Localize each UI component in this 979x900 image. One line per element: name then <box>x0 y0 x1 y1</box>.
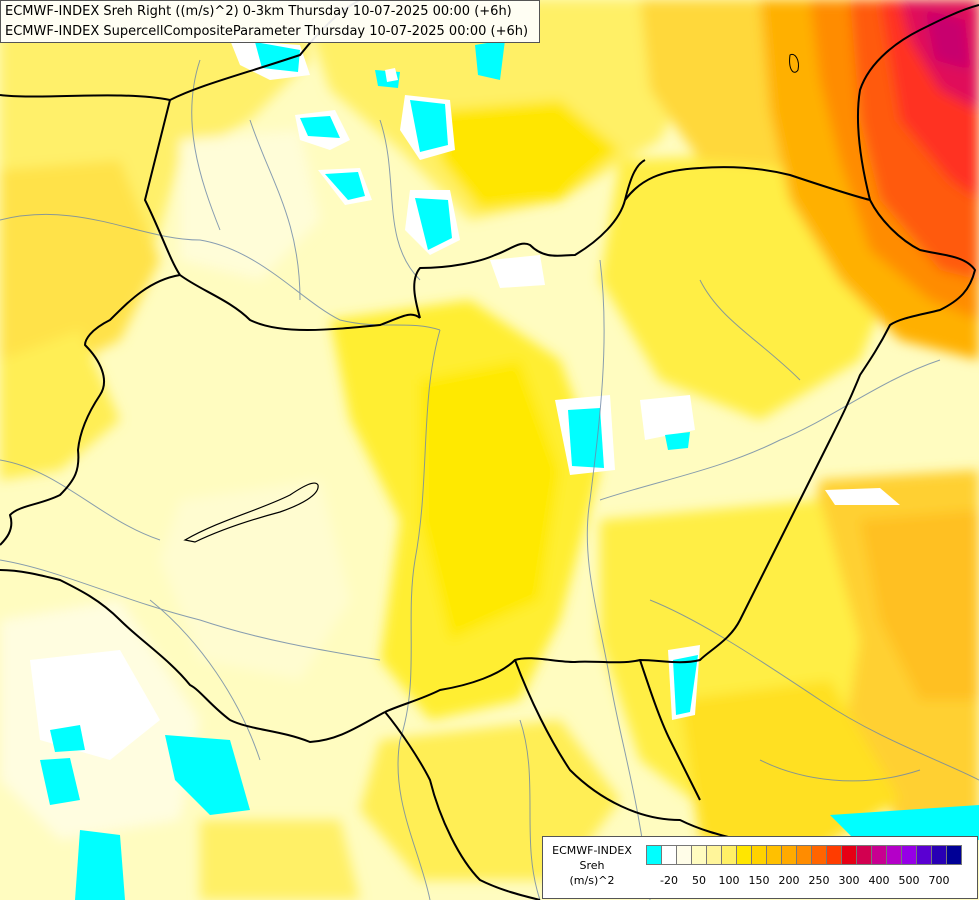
legend-swatch <box>781 845 797 865</box>
legend-swatches <box>646 845 962 865</box>
legend-label: ECMWF-INDEX Sreh (m/s)^2 <box>543 843 641 888</box>
legend-swatch <box>676 845 692 865</box>
legend-unit: (m/s)^2 <box>569 874 615 887</box>
legend-ticks: -20 50 100 150 200 250 300 400 500 700 <box>646 874 972 888</box>
negative-patches <box>30 40 979 900</box>
legend-tick-label: 50 <box>692 874 706 887</box>
legend-swatch <box>841 845 857 865</box>
lake-balaton <box>183 482 319 543</box>
legend-swatch <box>811 845 827 865</box>
legend-model: ECMWF-INDEX <box>552 844 632 857</box>
legend-tick-label: 200 <box>778 874 800 887</box>
legend-swatch <box>901 845 917 865</box>
color-legend: ECMWF-INDEX Sreh (m/s)^2 -20 50 100 150 200 2… <box>542 836 978 899</box>
legend-swatch <box>736 845 752 865</box>
title-line-2: ECMWF-INDEX SupercellCompositeParameter … <box>5 24 529 39</box>
legend-swatch <box>931 845 947 865</box>
legend-tick-label: -20 <box>660 874 678 887</box>
legend-swatch <box>886 845 902 865</box>
legend-swatch <box>691 845 707 865</box>
legend-tick-label: 700 <box>928 874 950 887</box>
legend-swatch <box>646 845 662 865</box>
legend-swatch <box>871 845 887 865</box>
rivers <box>0 59 979 900</box>
legend-tick-label: 100 <box>718 874 740 887</box>
legend-swatch <box>796 845 812 865</box>
title-line-1: ECMWF-INDEX Sreh Right ((m/s)^2) 0-3km T… <box>5 4 512 19</box>
legend-swatch <box>661 845 677 865</box>
legend-swatch <box>826 845 842 865</box>
map-title-box: ECMWF-INDEX Sreh Right ((m/s)^2) 0-3km T… <box>0 0 540 43</box>
legend-swatch <box>856 845 872 865</box>
lake-small <box>789 53 799 73</box>
legend-swatch <box>706 845 722 865</box>
legend-swatch <box>751 845 767 865</box>
legend-swatch <box>766 845 782 865</box>
legend-tick-label: 150 <box>748 874 770 887</box>
legend-swatch <box>946 845 962 865</box>
legend-tick-label: 300 <box>838 874 860 887</box>
legend-parameter: Sreh <box>579 859 605 872</box>
legend-tick-label: 500 <box>898 874 920 887</box>
legend-tick-label: 400 <box>868 874 890 887</box>
legend-swatch <box>721 845 737 865</box>
legend-swatch <box>916 845 932 865</box>
legend-tick-label: 250 <box>808 874 830 887</box>
